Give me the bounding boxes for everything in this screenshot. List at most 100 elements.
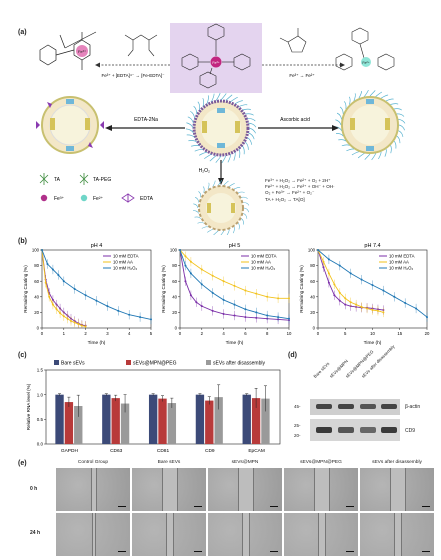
x-tick-label: 2 bbox=[201, 331, 204, 336]
legend-fe2: Fe²⁺ bbox=[93, 196, 104, 202]
x-tick-label: 10 bbox=[370, 331, 375, 336]
x-tick-label: 2 bbox=[84, 331, 87, 336]
data-point bbox=[322, 266, 325, 269]
data-point bbox=[84, 325, 87, 328]
scale-bar bbox=[118, 550, 126, 552]
scale-bar bbox=[270, 505, 278, 507]
series-line-2 bbox=[179, 249, 290, 320]
bar bbox=[120, 403, 130, 444]
data-point bbox=[200, 268, 203, 271]
data-point bbox=[233, 314, 236, 317]
data-point bbox=[393, 295, 396, 298]
bar bbox=[242, 394, 251, 444]
data-point bbox=[376, 309, 379, 312]
x-tick-label: 5 bbox=[344, 331, 347, 336]
data-point bbox=[184, 264, 187, 267]
data-point bbox=[77, 323, 80, 326]
fe3-left-label: Fe³⁺ bbox=[78, 49, 86, 54]
data-point bbox=[55, 308, 58, 311]
column-label: Control Group bbox=[77, 460, 109, 465]
y-tick-label: 80 bbox=[172, 263, 177, 268]
arrow-aa-label: Ascorbic acid bbox=[280, 117, 310, 123]
data-point bbox=[344, 297, 347, 300]
y-tick-label: 40 bbox=[310, 294, 315, 299]
bar bbox=[64, 402, 74, 444]
legend-ta: TA bbox=[54, 177, 61, 183]
data-point bbox=[84, 294, 87, 297]
data-point bbox=[95, 299, 98, 302]
bar bbox=[251, 398, 261, 444]
category-label: GAPDH bbox=[61, 448, 79, 454]
reaction-left: Fe³⁺ + [EDTA]⁴⁻ → [Fe-EDTA]⁻ bbox=[101, 73, 165, 78]
data-point bbox=[382, 311, 385, 314]
bar bbox=[195, 394, 205, 444]
chart-title-1: pH 5 bbox=[229, 243, 241, 249]
band-label-cd9: CD9 bbox=[405, 428, 416, 434]
data-point bbox=[360, 305, 363, 308]
fe3-center-left bbox=[76, 45, 88, 57]
data-point bbox=[355, 303, 358, 306]
data-point bbox=[139, 316, 142, 319]
bar bbox=[55, 394, 64, 444]
x-tick-label: 6 bbox=[244, 331, 247, 336]
y-tick-label: 0.0 bbox=[37, 442, 44, 447]
panel-label-b: (b) bbox=[18, 238, 27, 245]
equation-4: TA + H₂O₂ → TA[O] bbox=[265, 196, 305, 202]
y-tick-label: 1.0 bbox=[37, 392, 44, 397]
data-point bbox=[288, 297, 290, 300]
data-point bbox=[255, 292, 258, 295]
data-point bbox=[48, 295, 51, 298]
y-tick-label: 20 bbox=[34, 310, 39, 315]
chart-ph5: pH 5 0 20 40 60 80 100 0 2 4 6 8 10 Time (h) Remaining… bbox=[161, 243, 292, 346]
legend-entry: 10 mM EDTA bbox=[251, 254, 277, 259]
y-tick-label: 60 bbox=[172, 279, 177, 284]
series-line-2 bbox=[41, 249, 152, 320]
y-tick-label: 0 bbox=[313, 326, 316, 331]
data-point bbox=[222, 298, 225, 301]
data-point bbox=[277, 316, 280, 319]
data-point bbox=[349, 272, 352, 275]
data-point bbox=[371, 309, 374, 312]
legend-edta-icon bbox=[121, 193, 129, 203]
data-point bbox=[222, 280, 225, 283]
data-point bbox=[189, 294, 192, 297]
chart-rna-level: 0.0 0.5 1.0 1.5 Relative RNA level (%) GAPDH C… bbox=[26, 360, 281, 454]
data-point bbox=[57, 273, 60, 276]
scale-bar bbox=[194, 505, 202, 507]
data-point bbox=[200, 283, 203, 286]
legend-swatch bbox=[206, 360, 211, 365]
chart-ph74: pH 7.4 0 20 40 60 80 100 0 5 10 15 20 Time (h) Remain… bbox=[299, 243, 430, 346]
data-point bbox=[128, 313, 131, 316]
microscopy-tile bbox=[360, 513, 434, 556]
data-point bbox=[338, 299, 341, 302]
data-point bbox=[211, 309, 214, 312]
category-label: CD81 bbox=[157, 448, 170, 454]
data-point bbox=[415, 307, 418, 310]
sev-particle-bottom bbox=[198, 185, 244, 231]
x-tick-label: 4 bbox=[128, 331, 131, 336]
column-label: Bare sEVs bbox=[157, 460, 181, 465]
legend-entry: 10 mM EDTA bbox=[389, 254, 415, 259]
data-point bbox=[184, 255, 187, 258]
data-point bbox=[371, 284, 374, 287]
y-axis-label: Remaining Coating (%) bbox=[23, 265, 28, 313]
data-point bbox=[266, 295, 269, 298]
data-point bbox=[62, 280, 65, 283]
data-point bbox=[106, 305, 109, 308]
bar bbox=[111, 398, 120, 444]
data-point bbox=[195, 301, 198, 304]
equation-3: O₂ + Fe³⁺ → Fe²⁺ + O₂⁻ bbox=[265, 190, 315, 196]
sev-mpn-peg-particle bbox=[192, 99, 250, 157]
data-point bbox=[41, 249, 43, 251]
edta-molecule bbox=[124, 34, 158, 57]
reaction-equations: Fe³⁺ + H₂O₂ → Fe²⁺ + O₂ + 2H⁺ Fe²⁺ + H₂O… bbox=[265, 178, 415, 203]
y-tick-label: 0 bbox=[175, 326, 178, 331]
column-label: sEVs after disassembly bbox=[372, 460, 422, 465]
y-tick-label: 40 bbox=[172, 294, 177, 299]
data-point bbox=[51, 268, 54, 271]
scheme-legend: TA TA-PEG Fe³⁺ Fe²⁺ EDTA bbox=[39, 173, 154, 203]
sev-particle-right bbox=[341, 96, 399, 154]
sev-particle-left bbox=[36, 96, 104, 154]
marker-45: 45- bbox=[294, 404, 301, 409]
data-point bbox=[200, 305, 203, 308]
